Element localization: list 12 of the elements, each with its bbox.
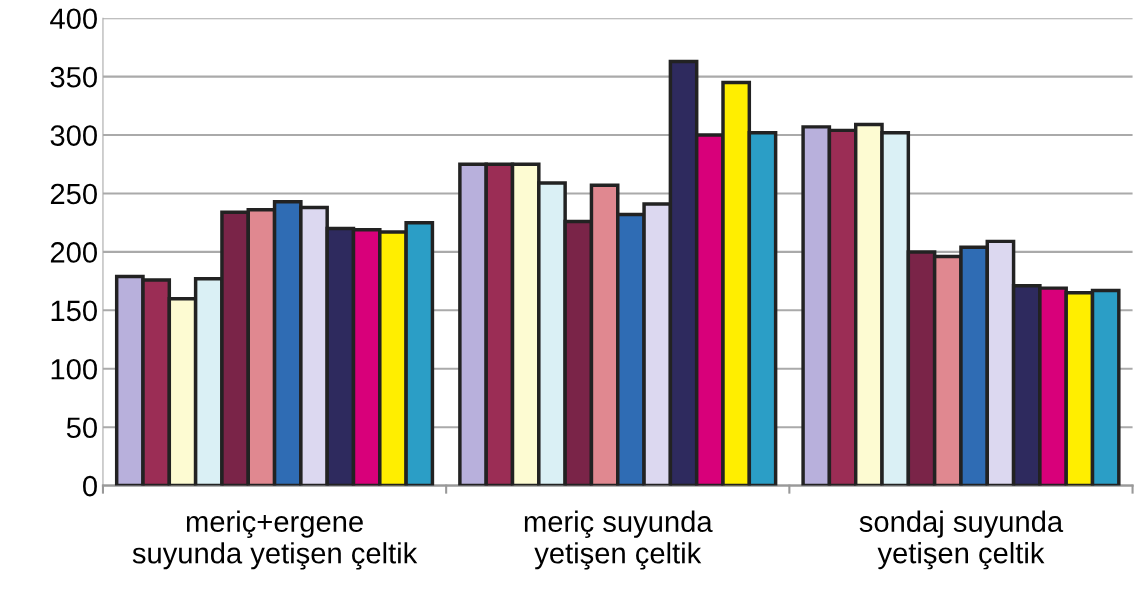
- x-tick-label: sondaj suyunda yetişen çeltik: [859, 510, 1064, 570]
- y-tick-label: 100: [51, 358, 97, 380]
- y-tick-label: 200: [50, 242, 97, 263]
- y-tick-label: 50: [66, 417, 97, 439]
- y-tick-label: 350: [50, 66, 97, 88]
- y-tick-label: 400: [50, 8, 97, 30]
- x-tick-label: meriç suyunda yetişen çeltik: [524, 510, 713, 570]
- y-tick-label: 0: [83, 475, 97, 497]
- y-tick-label: 300: [50, 125, 97, 146]
- y-tick-label: 150: [51, 300, 97, 322]
- y-tick-label: 250: [50, 183, 97, 205]
- x-tick-label: meriç+ergene suyunda yetişen çeltik: [132, 510, 418, 570]
